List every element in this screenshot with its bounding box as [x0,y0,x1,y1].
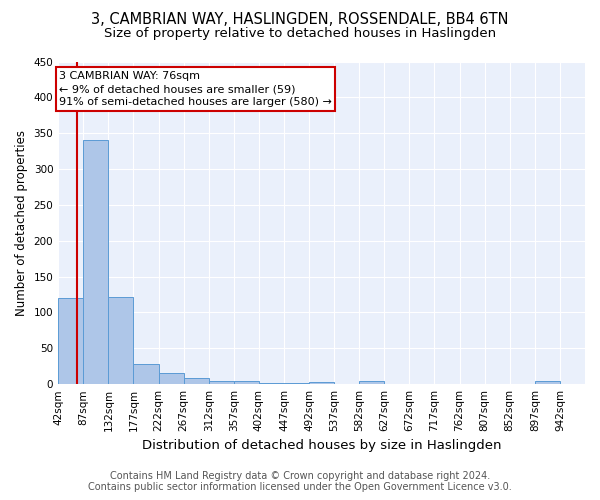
X-axis label: Distribution of detached houses by size in Haslingden: Distribution of detached houses by size … [142,440,502,452]
Bar [83,140,109,384]
Text: Size of property relative to detached houses in Haslingden: Size of property relative to detached ho… [104,28,496,40]
Text: 3, CAMBRIAN WAY, HASLINGDEN, ROSSENDALE, BB4 6TN: 3, CAMBRIAN WAY, HASLINGDEN, ROSSENDALE,… [91,12,509,28]
Bar [58,298,83,384]
Bar [535,382,560,384]
Bar [133,364,158,384]
Bar [284,382,309,384]
Y-axis label: Number of detached properties: Number of detached properties [15,130,28,316]
Bar [234,382,259,384]
Bar [109,296,133,384]
Bar [158,374,184,384]
Bar [209,380,234,384]
Bar [309,382,334,384]
Bar [184,378,209,384]
Bar [259,382,284,384]
Text: Contains HM Land Registry data © Crown copyright and database right 2024.
Contai: Contains HM Land Registry data © Crown c… [88,471,512,492]
Bar [359,382,385,384]
Text: 3 CAMBRIAN WAY: 76sqm
← 9% of detached houses are smaller (59)
91% of semi-detac: 3 CAMBRIAN WAY: 76sqm ← 9% of detached h… [59,71,332,107]
